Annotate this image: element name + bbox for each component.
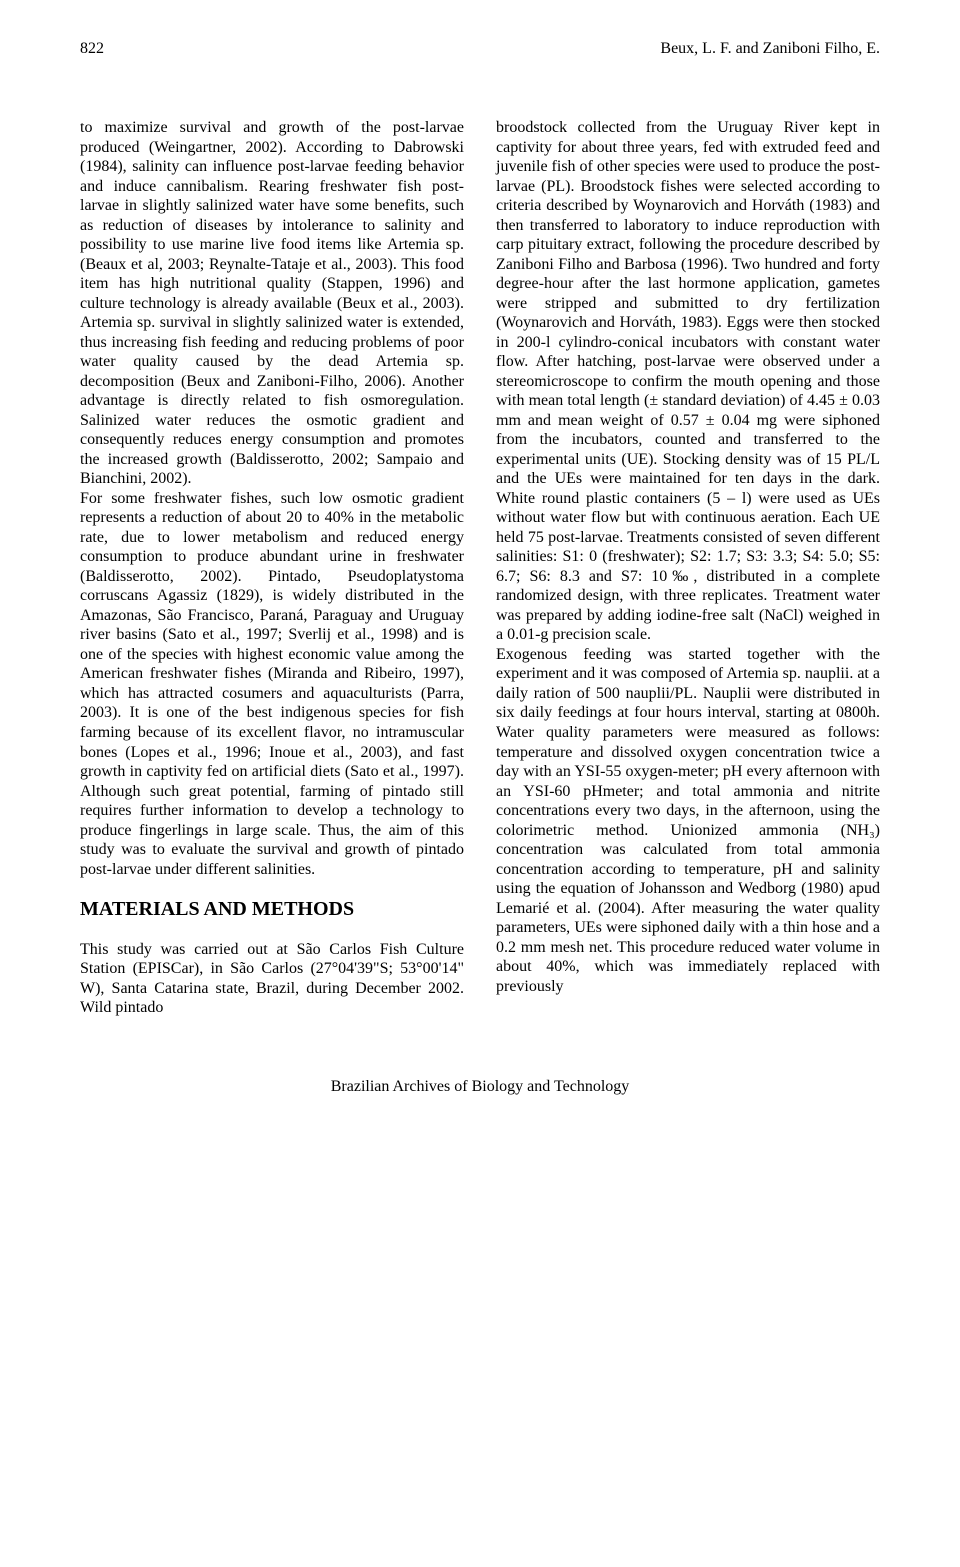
body-paragraph: This study was carried out at São Carlos… [80, 940, 464, 1018]
page-number: 822 [80, 40, 104, 58]
running-head-authors: Beux, L. F. and Zaniboni Filho, E. [660, 40, 880, 58]
running-header: 822 Beux, L. F. and Zaniboni Filho, E. [80, 40, 880, 58]
right-column: broodstock collected from the Uruguay Ri… [496, 118, 880, 1018]
two-column-layout: to maximize survival and growth of the p… [80, 118, 880, 1018]
body-paragraph: to maximize survival and growth of the p… [80, 118, 464, 489]
left-column: to maximize survival and growth of the p… [80, 118, 464, 1018]
page: 822 Beux, L. F. and Zaniboni Filho, E. t… [0, 0, 960, 1136]
body-paragraph: broodstock collected from the Uruguay Ri… [496, 118, 880, 645]
body-paragraph: For some freshwater fishes, such low osm… [80, 489, 464, 879]
journal-footer: Brazilian Archives of Biology and Techno… [80, 1078, 880, 1096]
body-paragraph: Exogenous feeding was started together w… [496, 645, 880, 996]
section-heading-materials-methods: MATERIALS AND METHODS [80, 897, 464, 921]
